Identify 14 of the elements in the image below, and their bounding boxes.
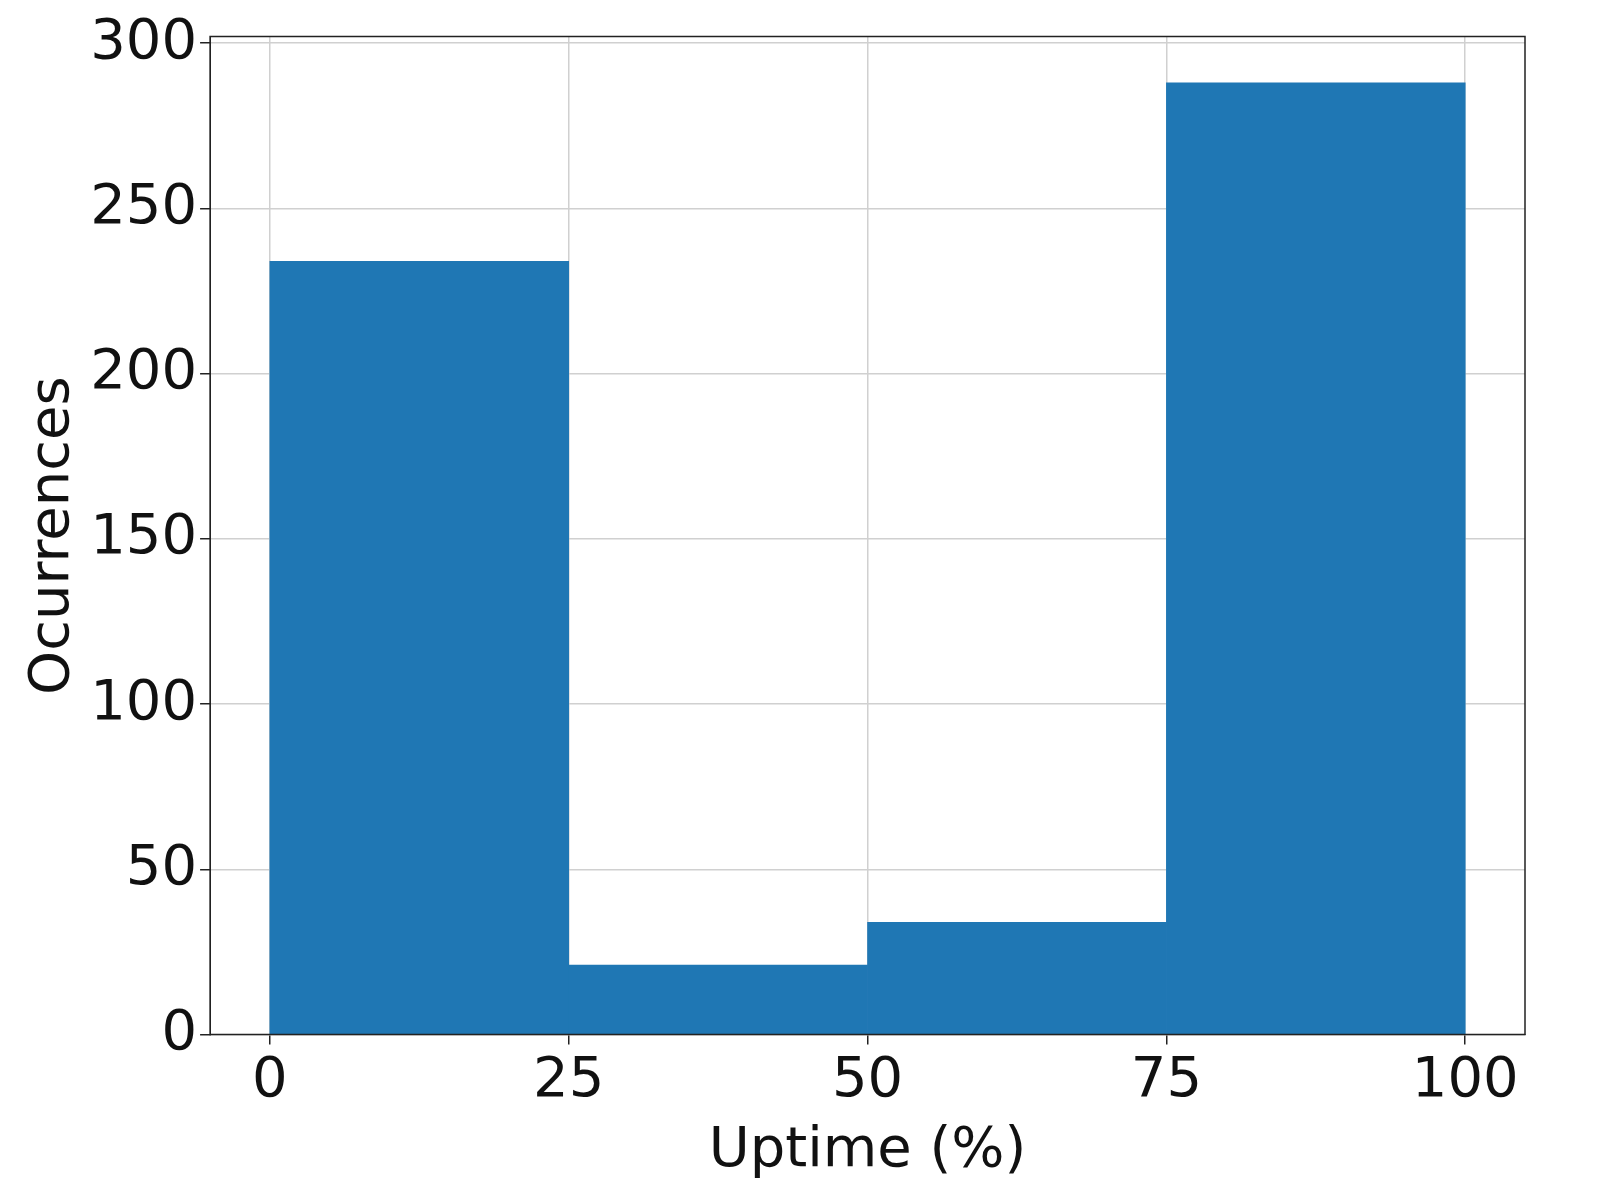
y-tick-label: 300 — [90, 5, 198, 71]
y-tick-label: 250 — [90, 170, 198, 236]
x-tick-label: 50 — [831, 1043, 904, 1109]
y-axis-title: Ocurrences — [16, 376, 82, 695]
y-tick-label: 100 — [90, 666, 198, 732]
y-tick-label: 0 — [161, 997, 198, 1063]
y-tick-label: 200 — [90, 336, 198, 402]
x-tick-label: 0 — [252, 1043, 288, 1109]
y-tick-label: 150 — [90, 501, 198, 567]
x-axis-title: Uptime (%) — [708, 1113, 1027, 1179]
y-tick-label: 50 — [125, 831, 198, 897]
x-tick-label: 25 — [533, 1043, 605, 1109]
x-tick-label: 100 — [1411, 1043, 1519, 1109]
x-tick-label: 75 — [1130, 1043, 1203, 1109]
